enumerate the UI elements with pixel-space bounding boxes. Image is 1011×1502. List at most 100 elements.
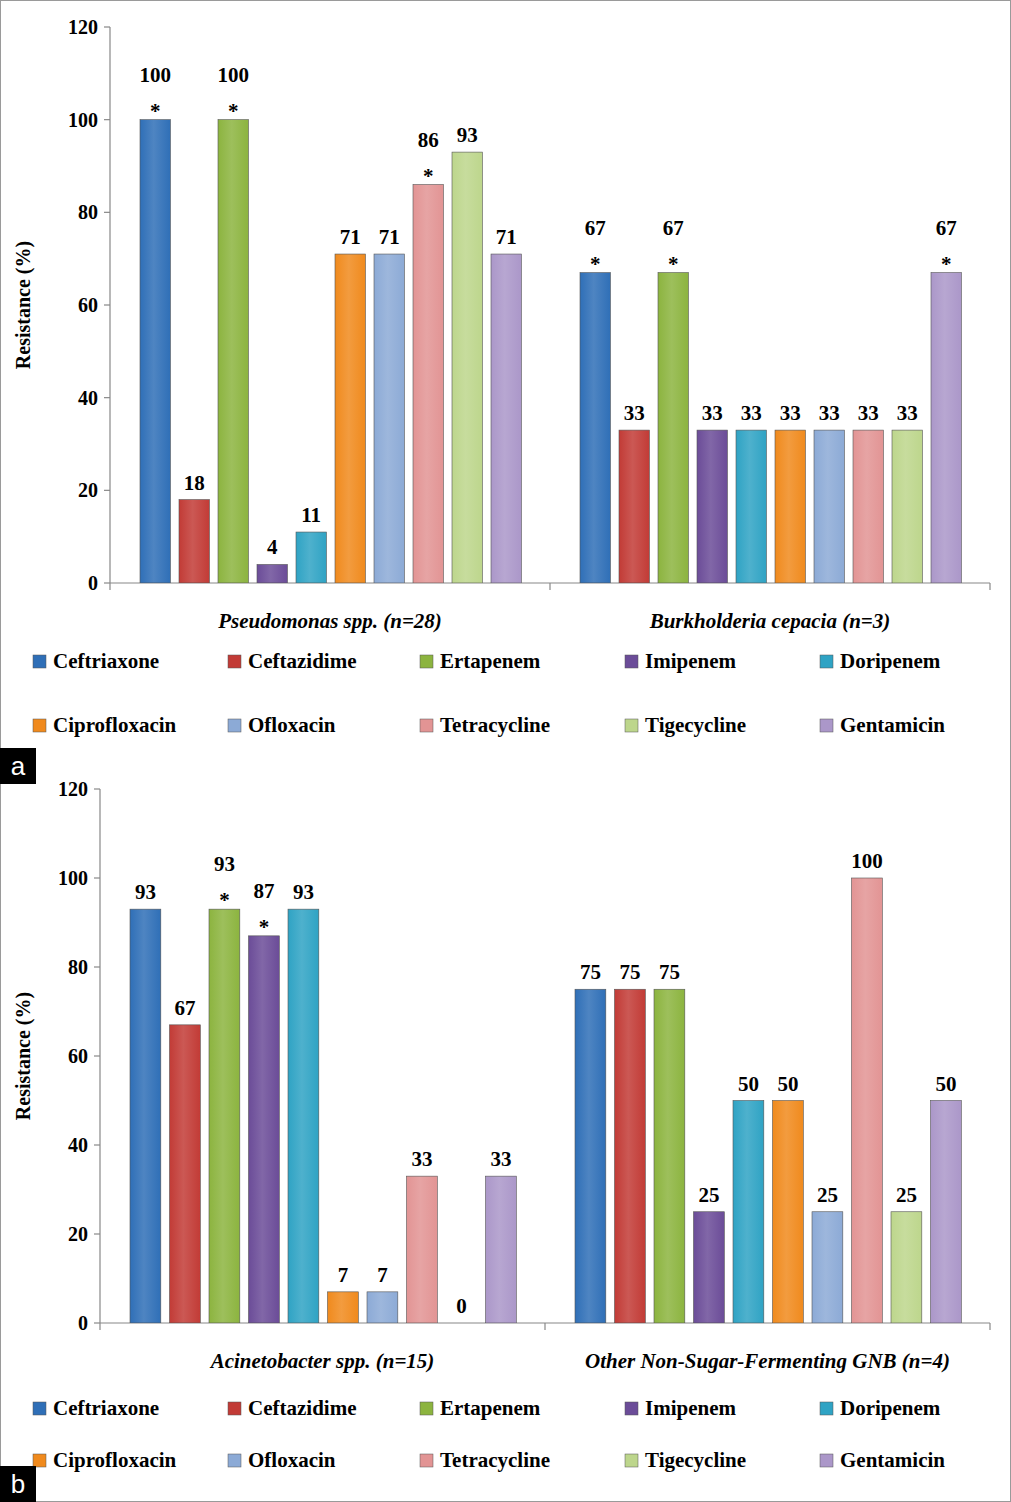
bar bbox=[491, 254, 521, 583]
bar bbox=[170, 1025, 201, 1323]
legend-label: Gentamicin bbox=[840, 1448, 945, 1472]
data-label: 93 bbox=[457, 123, 478, 147]
bar bbox=[452, 152, 482, 583]
data-label: 25 bbox=[817, 1183, 838, 1207]
bar bbox=[891, 1212, 922, 1323]
category-label: Pseudomonas spp. (n=28) bbox=[217, 609, 442, 633]
label-line: 100 bbox=[217, 63, 249, 87]
legend-label: Tetracycline bbox=[440, 713, 550, 737]
y-tick bbox=[94, 1322, 100, 1323]
data-label: 50 bbox=[738, 1072, 759, 1096]
label-line: 33 bbox=[819, 401, 840, 425]
bar bbox=[296, 532, 326, 583]
legend-swatch bbox=[420, 1402, 433, 1415]
bar bbox=[218, 120, 248, 583]
legend-swatch bbox=[228, 719, 241, 732]
frame bbox=[1, 1, 1011, 1502]
x-tick bbox=[989, 1323, 990, 1330]
x-tick bbox=[544, 1323, 545, 1330]
y-tick-label: 60 bbox=[78, 294, 98, 316]
bar bbox=[931, 1101, 962, 1324]
y-tick-label: 40 bbox=[68, 1134, 88, 1156]
label-line: 71 bbox=[340, 225, 361, 249]
chart-panel: Resistance (%)0204060801001209375677593*… bbox=[0, 778, 990, 1502]
bar bbox=[853, 430, 883, 583]
data-label: 33 bbox=[741, 401, 762, 425]
y-tick-label: 40 bbox=[78, 387, 98, 409]
label-line: 33 bbox=[411, 1147, 432, 1171]
label-line: 0 bbox=[456, 1294, 467, 1318]
x-tick bbox=[549, 583, 550, 590]
y-tick-label: 0 bbox=[78, 1312, 88, 1334]
y-tick-label: 20 bbox=[78, 479, 98, 501]
y-tick bbox=[94, 1144, 100, 1145]
bars bbox=[130, 878, 961, 1323]
legend-label: Tetracycline bbox=[440, 1448, 550, 1472]
y-tick-label: 60 bbox=[68, 1045, 88, 1067]
bar bbox=[446, 1323, 477, 1324]
bar bbox=[130, 909, 161, 1323]
data-label: 4 bbox=[267, 535, 278, 559]
data-label: 25 bbox=[896, 1183, 917, 1207]
bar bbox=[654, 989, 685, 1323]
data-label: 33 bbox=[624, 401, 645, 425]
legend-label: Ertapenem bbox=[440, 1396, 541, 1420]
data-label: 11 bbox=[301, 503, 321, 527]
legend-swatch bbox=[33, 719, 46, 732]
data-label: 33 bbox=[858, 401, 879, 425]
label-line: * bbox=[941, 252, 952, 276]
legend-label: Ofloxacin bbox=[248, 713, 336, 737]
bar bbox=[733, 1101, 764, 1324]
data-label: 75 bbox=[580, 960, 601, 984]
legend-label: Ceftriaxone bbox=[53, 1396, 159, 1420]
label-line: 93 bbox=[293, 880, 314, 904]
label-line: 33 bbox=[858, 401, 879, 425]
panel-label: b bbox=[11, 1469, 25, 1499]
data-label: 87* bbox=[253, 879, 274, 939]
legend-label: Tigecycline bbox=[645, 713, 746, 737]
label-line: * bbox=[668, 252, 679, 276]
label-line: 67 bbox=[174, 996, 195, 1020]
bar bbox=[814, 430, 844, 583]
data-labels: 100*67*1833100*67*43311337133713386*3393… bbox=[139, 63, 956, 560]
legend-label: Imipenem bbox=[645, 1396, 737, 1420]
legend-swatch bbox=[228, 1402, 241, 1415]
bar bbox=[140, 120, 170, 583]
y-axis-title: Resistance (%) bbox=[12, 241, 35, 369]
label-line: 75 bbox=[659, 960, 680, 984]
data-label: 71 bbox=[496, 225, 517, 249]
legend-swatch bbox=[625, 719, 638, 732]
y-tick bbox=[104, 212, 110, 213]
x-tick bbox=[109, 583, 110, 590]
bars bbox=[140, 120, 961, 583]
data-label: 100* bbox=[139, 63, 171, 123]
legend-label: Doripenem bbox=[840, 1396, 941, 1420]
bar bbox=[736, 430, 766, 583]
figure: Resistance (%)020406080100120100*67*1833… bbox=[0, 0, 1011, 1502]
label-line: 7 bbox=[338, 1263, 349, 1287]
y-tick-label: 80 bbox=[78, 201, 98, 223]
bar bbox=[288, 909, 319, 1323]
bar bbox=[580, 273, 610, 583]
y-tick bbox=[94, 1055, 100, 1056]
bar bbox=[892, 430, 922, 583]
bar bbox=[407, 1176, 438, 1323]
data-labels: 9375677593*7587*259350750725331000253350 bbox=[135, 849, 957, 1318]
category-label: Other Non-Sugar-Fermenting GNB (n=4) bbox=[585, 1349, 950, 1373]
data-label: 33 bbox=[897, 401, 918, 425]
data-label: 75 bbox=[659, 960, 680, 984]
bar bbox=[328, 1292, 359, 1323]
label-line: 7 bbox=[377, 1263, 388, 1287]
legend-swatch bbox=[820, 1454, 833, 1467]
bar bbox=[209, 909, 240, 1323]
legend-label: Tigecycline bbox=[645, 1448, 746, 1472]
y-tick bbox=[94, 788, 100, 789]
data-label: 71 bbox=[340, 225, 361, 249]
legend-swatch bbox=[625, 1402, 638, 1415]
legend-label: Imipenem bbox=[645, 649, 737, 673]
y-tick-label: 20 bbox=[68, 1223, 88, 1245]
y-tick-label: 0 bbox=[88, 572, 98, 594]
label-line: 100 bbox=[139, 63, 171, 87]
legend-swatch bbox=[420, 719, 433, 732]
legend-swatch bbox=[625, 655, 638, 668]
